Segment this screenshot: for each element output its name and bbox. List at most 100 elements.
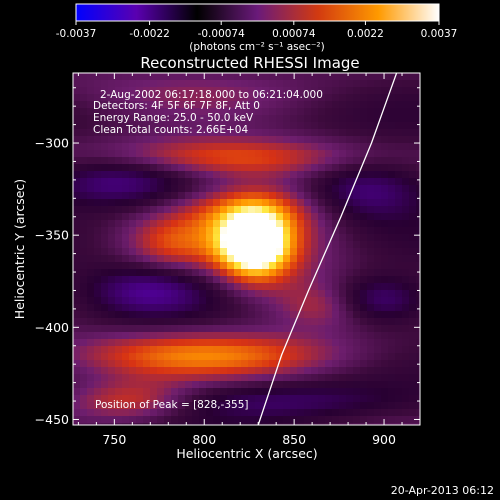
heatmap-cell xyxy=(164,94,172,102)
heatmap-cell xyxy=(283,241,291,249)
heatmap-cell xyxy=(164,402,172,410)
heatmap-cell xyxy=(115,381,123,389)
heatmap-cell xyxy=(192,178,200,186)
heatmap-cell xyxy=(269,178,277,186)
heatmap-cell xyxy=(87,353,95,361)
heatmap-cell xyxy=(402,164,410,172)
heatmap-cell xyxy=(122,73,130,81)
heatmap-cell xyxy=(248,276,256,284)
heatmap-cell xyxy=(185,325,193,333)
heatmap-cell xyxy=(171,276,179,284)
heatmap-cell xyxy=(80,269,88,277)
heatmap-cell xyxy=(241,248,249,256)
heatmap-cell xyxy=(409,234,417,242)
heatmap-cell xyxy=(185,255,193,263)
heatmap-cell xyxy=(325,423,333,425)
heatmap-cell xyxy=(227,122,235,130)
heatmap-cell xyxy=(185,262,193,270)
heatmap-cell xyxy=(164,262,172,270)
heatmap-cell xyxy=(213,80,221,88)
heatmap-cell xyxy=(304,234,312,242)
heatmap-cell xyxy=(234,206,242,214)
heatmap-cell xyxy=(255,143,263,151)
heatmap-cell xyxy=(171,192,179,200)
heatmap-cell xyxy=(94,150,102,158)
heatmap-cell xyxy=(332,304,340,312)
heatmap-cell xyxy=(101,283,109,291)
heatmap-cell xyxy=(220,157,228,165)
heatmap-cell xyxy=(87,297,95,305)
heatmap-cell xyxy=(283,101,291,109)
heatmap-cell xyxy=(283,367,291,375)
heatmap-cell xyxy=(171,339,179,347)
heatmap-cell xyxy=(101,136,109,144)
heatmap-cell xyxy=(409,262,417,270)
heatmap-cell xyxy=(129,199,137,207)
heatmap-cell xyxy=(283,388,291,396)
heatmap-cell xyxy=(192,269,200,277)
heatmap-cell xyxy=(255,290,263,298)
heatmap-cell xyxy=(318,360,326,368)
heatmap-cell xyxy=(325,367,333,375)
heatmap-cell xyxy=(115,150,123,158)
heatmap-cell xyxy=(297,171,305,179)
heatmap-cell xyxy=(122,192,130,200)
heatmap-cell xyxy=(185,283,193,291)
heatmap-cell xyxy=(339,101,347,109)
heatmap-cell xyxy=(122,199,130,207)
heatmap-cell xyxy=(115,304,123,312)
heatmap-cell xyxy=(87,255,95,263)
heatmap-cell xyxy=(192,192,200,200)
heatmap-cell xyxy=(360,234,368,242)
heatmap-cell xyxy=(339,283,347,291)
heatmap-cell xyxy=(185,290,193,298)
heatmap-cell xyxy=(220,325,228,333)
heatmap-cell xyxy=(255,262,263,270)
heatmap-cell xyxy=(129,346,137,354)
y-tick-label: −450 xyxy=(35,412,69,427)
heatmap-cell xyxy=(94,171,102,179)
footer-timestamp: 20-Apr-2013 06:12 xyxy=(391,484,494,497)
heatmap-cell xyxy=(332,171,340,179)
heatmap-cell xyxy=(150,409,158,417)
heatmap-cell xyxy=(311,297,319,305)
heatmap-cell xyxy=(80,395,88,403)
heatmap-cell xyxy=(276,346,284,354)
heatmap-cell xyxy=(157,115,165,123)
heatmap-cell xyxy=(381,339,389,347)
heatmap-cell xyxy=(164,220,172,228)
heatmap-cell xyxy=(122,227,130,235)
heatmap-cell xyxy=(185,136,193,144)
heatmap-cell xyxy=(185,367,193,375)
heatmap-cell xyxy=(276,220,284,228)
heatmap-cell xyxy=(94,157,102,165)
heatmap-cell xyxy=(206,185,214,193)
heatmap-cell xyxy=(276,409,284,417)
heatmap-cell xyxy=(318,80,326,88)
heatmap-cell xyxy=(297,94,305,102)
heatmap-cell xyxy=(234,290,242,298)
heatmap-cell xyxy=(108,94,116,102)
heatmap-cell xyxy=(206,374,214,382)
heatmap-cell xyxy=(248,185,256,193)
heatmap-cell xyxy=(318,311,326,319)
heatmap-cell xyxy=(241,206,249,214)
heatmap-cell xyxy=(164,129,172,137)
heatmap-cell xyxy=(129,192,137,200)
heatmap-cell xyxy=(332,388,340,396)
heatmap-cell xyxy=(409,304,417,312)
heatmap-cell xyxy=(185,164,193,172)
heatmap-cell xyxy=(269,94,277,102)
heatmap-cell xyxy=(213,360,221,368)
heatmap-cell xyxy=(241,423,249,425)
heatmap-cell xyxy=(206,416,214,424)
heatmap-cell xyxy=(108,395,116,403)
heatmap-cell xyxy=(234,346,242,354)
heatmap-cell xyxy=(206,332,214,340)
heatmap-cell xyxy=(360,395,368,403)
heatmap-cell xyxy=(115,234,123,242)
heatmap-cell xyxy=(108,416,116,424)
heatmap-cell xyxy=(122,409,130,417)
heatmap-cell xyxy=(73,129,81,137)
heatmap-cell xyxy=(290,87,298,95)
